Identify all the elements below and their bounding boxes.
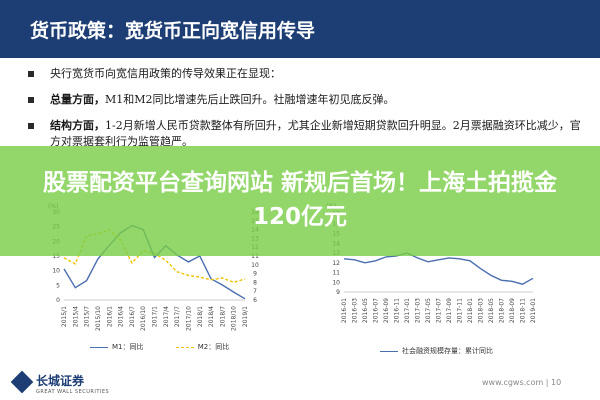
x-tick-label: 2017/1 [152,306,159,327]
x-tick-label: 2018-01 [467,298,474,323]
x-tick-label: 2017-09 [446,298,453,323]
x-tick-label: 2018-11 [520,298,527,323]
banner-text: 股票配资平台查询网站 新规后首场！上海土拍揽金 120亿元 [0,166,600,234]
legend-label: M1：同比 [112,343,144,351]
x-tick-label: 2018/4 [208,306,215,327]
left-tick-label: 10 [52,268,60,275]
x-tick-label: 2015/7 [84,306,91,327]
logo-cn: 长城证券 [36,374,85,388]
bullet-text: 央行宽货币向宽信用政策的传导效果正在显现： [50,67,281,80]
x-tick-label: 2016-07 [373,298,380,323]
right-tick-label: 10 [251,262,259,269]
series-line-tsf [343,252,534,285]
banner-line-1: 股票配资平台查询网站 新规后首场！上海土拍揽金 [42,170,557,196]
x-tick-label: 2016-03 [352,298,359,323]
logo-en: GREAT WALL SECURITIES [36,389,110,395]
chart1-legend: M1：同比 M2：同比 [90,342,229,352]
x-tick-label: 2019/1 [242,306,249,327]
bullet-item: 总量方面，M1和M2同比增速先后止跌回升。社融增速年初见底反弹。 [28,92,588,108]
series-line-m1 [63,224,246,300]
page-title: 货币政策：宽货币正向宽信用传导 [30,20,316,42]
x-tick-label: 2017-01 [404,298,411,323]
right-tick-label: 11 [251,253,259,260]
bullet-text: M1和M2同比增速先后止跌回升。社融增速年初见底反弹。 [105,93,395,106]
x-tick-label: 2018/7 [219,306,226,327]
x-tick-label: 2016-09 [383,298,390,323]
company-logo: 长城证券 GREAT WALL SECURITIES [36,372,109,395]
bullet-bold: 总量方面， [50,93,105,106]
y-tick-label: 9 [336,289,340,296]
page-number: 10 [551,378,562,387]
x-tick-label: 2017-07 [436,298,443,323]
banner-line-2: 120亿元 [252,204,347,230]
header-bar: 货币政策：宽货币正向宽信用传导 [0,0,600,58]
x-tick-label: 2016-01 [341,298,348,323]
x-tick-label: 2018/10 [231,306,238,331]
bullet-bold: 结构方面， [50,119,105,132]
y-tick-label: 10 [332,279,340,286]
overlay-banner: 股票配资平台查询网站 新规后首场！上海土拍揽金 120亿元 [0,146,600,256]
bullet-square-icon [28,123,34,129]
right-tick-label: 6 [253,297,257,304]
right-tick-label: 8 [253,279,257,286]
legend-label: M2：同比 [197,343,230,351]
url-text: www.cgws.com [482,378,544,387]
legend-swatch [175,346,194,348]
legend-item-m2: M2：同比 [175,343,230,351]
x-tick-label: 2016-05 [362,298,369,323]
left-tick-label: 5 [56,282,60,289]
x-tick-label: 2017-03 [415,298,422,323]
legend-label: 社会融资规模存量：累计同比 [402,347,493,355]
x-tick-label: 2015/10 [95,306,102,331]
y-tick-label: 11 [332,270,340,277]
x-tick-label: 2015/4 [72,306,79,327]
footer-url: www.cgws.com | 10 [482,378,562,387]
x-tick-label: 2017/7 [174,306,181,327]
x-tick-label: 2016/4 [118,306,125,327]
x-tick-label: 2019-01 [530,298,537,323]
right-tick-label: 9 [253,271,257,278]
right-tick-label: 7 [253,288,257,295]
x-tick-label: 2016/1 [106,306,113,327]
bullet-item: 结构方面，1-2月新增人民币贷款整体有所回升，尤其企业新增短期贷款回升明显。2月… [28,118,588,150]
x-tick-label: 2018-07 [499,298,506,323]
legend-item-m1: M1：同比 [90,343,144,351]
x-tick-label: 2016/7 [129,306,136,327]
x-tick-label: 2018-09 [509,298,516,323]
x-tick-label: 2017/4 [163,306,170,327]
bullet-text: 1-2月新增人民币贷款整体有所回升，尤其企业新增短期贷款回升明显。2月票据融资环… [50,119,581,148]
bullet-list: 央行宽货币向宽信用政策的传导效果正在显现： 总量方面，M1和M2同比增速先后止跌… [28,66,588,160]
x-tick-label: 2018-05 [488,298,495,323]
legend-swatch [380,350,398,352]
x-tick-label: 2015/1 [61,306,68,327]
x-tick-label: 2017-05 [425,298,432,323]
legend-swatch [90,346,108,348]
left-tick-label: 0 [56,297,60,304]
x-tick-label: 2017-11 [457,298,464,323]
left-tick-label: 15 [52,253,60,260]
logo-icon [10,370,34,394]
x-tick-label: 2018-03 [478,298,485,323]
x-tick-label: 2017/10 [185,306,192,331]
bullet-square-icon [28,71,34,77]
bullet-item: 央行宽货币向宽信用政策的传导效果正在显现： [28,66,588,82]
x-tick-label: 2016-11 [394,298,401,323]
chart2-legend: 社会融资规模存量：累计同比 [380,346,493,356]
y-tick-label: 12 [332,260,340,267]
bullet-square-icon [28,97,34,103]
x-tick-label: 2018/1 [197,306,204,327]
x-tick-label: 2016/10 [140,306,147,331]
